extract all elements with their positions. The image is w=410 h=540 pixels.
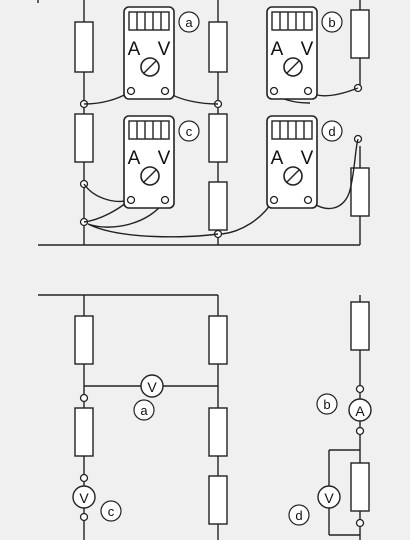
knob-pointer (143, 60, 157, 74)
terminal-node (355, 518, 365, 528)
terminal-node (79, 473, 89, 483)
top-wiring-diagram: A Va A Vb A Vc A Vd (37, 0, 370, 246)
resistor-r2 (74, 407, 94, 457)
bottom-schematic: V c V a A b (38, 294, 372, 540)
probe-lead (221, 198, 275, 235)
label-c-circle (100, 500, 122, 522)
resistor-r5 (208, 475, 228, 525)
probe-terminal (303, 86, 313, 96)
label-a-circle (133, 399, 155, 421)
ammeter-b-symbol: A (355, 403, 365, 419)
meter-label-circle (321, 120, 343, 142)
resistor-r1 (74, 315, 94, 365)
resistor-r6 (350, 9, 370, 59)
multimeter-a: A Va (123, 6, 200, 100)
voltmeter-a-symbol: V (147, 379, 157, 395)
resistor-r1 (74, 21, 94, 73)
resistor-r5 (208, 181, 228, 231)
probe-terminal (269, 195, 279, 205)
probe-terminal (303, 195, 313, 205)
resistor-r6 (350, 301, 370, 351)
meter-label: d (328, 124, 335, 139)
probe-terminal (160, 195, 170, 205)
resistor-r3 (208, 21, 228, 73)
resistor-r3 (208, 315, 228, 365)
voltmeter-mode-label: V (301, 148, 314, 169)
knob-pointer (286, 169, 300, 183)
resistor-r7 (350, 167, 370, 217)
label-d: d (295, 508, 302, 523)
multimeter-d: A Vd (266, 115, 343, 209)
multimeter-display (128, 11, 170, 31)
label-a: a (140, 403, 148, 418)
ammeter-mode-label: A (271, 148, 284, 169)
multimeter-display (271, 11, 313, 31)
label-d-circle (288, 504, 310, 526)
terminal-node (355, 384, 365, 394)
meter-label: c (186, 124, 193, 139)
ammeter-mode-label: A (271, 39, 284, 60)
knob-pointer (143, 169, 157, 183)
multimeter-display (128, 120, 170, 140)
meter-label-circle (178, 120, 200, 142)
multimeter-c: A Vc (123, 115, 200, 209)
probe-lead (87, 198, 219, 238)
terminal-node (79, 512, 89, 522)
resistor-r2 (74, 113, 94, 163)
probe-terminal (126, 195, 136, 205)
probe-terminal (126, 86, 136, 96)
voltmeter-mode-label: V (158, 39, 171, 60)
meter-label: b (328, 15, 335, 30)
label-b: b (323, 397, 330, 412)
voltmeter-mode-label: V (301, 39, 314, 60)
voltmeter-d-symbol: V (324, 490, 334, 506)
label-c: c (108, 504, 115, 519)
ammeter-mode-label: A (128, 148, 141, 169)
resistor-r4 (208, 113, 228, 163)
resistor-r4 (208, 407, 228, 457)
terminal-node (355, 426, 365, 436)
meter-label-circle (321, 11, 343, 33)
ammeter-mode-label: A (128, 39, 141, 60)
meter-label: a (185, 15, 193, 30)
probe-lead (307, 138, 359, 210)
voltmeter-mode-label: V (158, 148, 171, 169)
resistor-r7 (350, 462, 370, 512)
terminal-node (79, 393, 89, 403)
label-b-circle (316, 393, 338, 415)
multimeter-b: A Vb (266, 6, 343, 100)
probe-terminal (269, 86, 279, 96)
meter-label-circle (178, 11, 200, 33)
multimeter-display (271, 120, 313, 140)
probe-terminal (160, 86, 170, 96)
knob-pointer (286, 60, 300, 74)
voltmeter-c-symbol: V (79, 490, 89, 506)
